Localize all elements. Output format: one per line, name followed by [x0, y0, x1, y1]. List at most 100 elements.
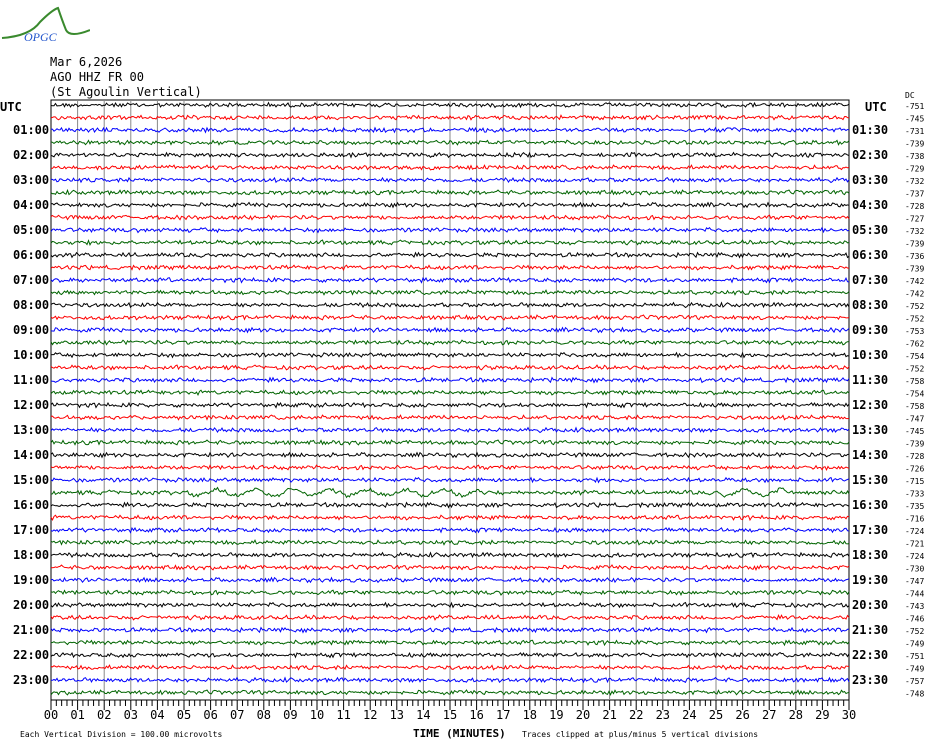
x-tick-label: 28	[789, 708, 803, 722]
dc-offset-label: -757	[905, 677, 924, 686]
right-time-label: 18:30	[852, 548, 888, 562]
x-tick-label: 15	[443, 708, 457, 722]
seismic-trace	[50, 589, 850, 596]
dc-offset-label: -736	[905, 252, 924, 261]
dc-offset-label: -752	[905, 365, 924, 374]
right-time-label: 14:30	[852, 448, 888, 462]
right-time-label: 09:30	[852, 323, 888, 337]
seismic-trace	[50, 339, 850, 346]
x-tick-label: 03	[124, 708, 138, 722]
seismic-trace	[50, 651, 850, 659]
seismic-trace	[50, 314, 850, 321]
dc-offset-label: -731	[905, 127, 924, 136]
dc-offset-label: -747	[905, 415, 924, 424]
scale-note: Each Vertical Division = 100.00 microvol…	[20, 730, 222, 739]
dc-offset-label: -758	[905, 402, 924, 411]
dc-offset-label: -749	[905, 665, 924, 674]
dc-offset-label: -716	[905, 515, 924, 524]
dc-offset-label: -745	[905, 427, 924, 436]
right-time-label: 03:30	[852, 173, 888, 187]
seismic-trace	[50, 351, 850, 359]
dc-offset-label: -749	[905, 640, 924, 649]
right-time-label: 20:30	[852, 598, 888, 612]
dc-offset-label: -746	[905, 615, 924, 624]
x-tick-label: 10	[310, 708, 324, 722]
right-time-label: 02:30	[852, 148, 888, 162]
right-axis-title: UTC	[865, 100, 887, 114]
seismic-trace	[50, 676, 850, 684]
right-time-label: 23:30	[852, 673, 888, 687]
left-time-label: 04:00	[13, 198, 49, 212]
clip-note: Traces clipped at plus/minus 5 vertical …	[522, 730, 758, 739]
seismic-trace	[50, 101, 850, 109]
left-time-label: 08:00	[13, 298, 49, 312]
seismic-trace	[50, 326, 850, 334]
dc-offset-label: -739	[905, 240, 924, 249]
seismic-trace	[50, 414, 850, 421]
right-time-label: 01:30	[852, 123, 888, 137]
x-tick-label: 21	[602, 708, 616, 722]
dc-offset-label: -742	[905, 277, 924, 286]
right-time-label: 15:30	[852, 473, 888, 487]
left-time-label: 19:00	[13, 573, 49, 587]
x-tick-label: 26	[735, 708, 749, 722]
seismic-trace	[50, 501, 850, 509]
seismic-trace	[50, 239, 850, 246]
x-tick-label: 27	[762, 708, 776, 722]
dc-offset-label: -753	[905, 327, 924, 336]
left-time-label: 16:00	[13, 498, 49, 512]
dc-offset-label: -747	[905, 577, 924, 586]
x-tick-label: 05	[177, 708, 191, 722]
dc-offset-label: -732	[905, 227, 924, 236]
x-tick-label: 23	[656, 708, 670, 722]
right-time-label: 21:30	[852, 623, 888, 637]
seismic-trace	[50, 364, 850, 371]
seismic-trace	[50, 551, 850, 559]
right-time-label: 19:30	[852, 573, 888, 587]
seismic-trace	[50, 626, 850, 634]
seismic-trace	[50, 201, 850, 209]
right-time-label: 22:30	[852, 648, 888, 662]
right-time-label: 04:30	[852, 198, 888, 212]
x-tick-label: 11	[336, 708, 350, 722]
right-time-label: 16:30	[852, 498, 888, 512]
right-time-label: 05:30	[852, 223, 888, 237]
x-tick-label: 24	[682, 708, 696, 722]
x-axis-label: TIME (MINUTES)	[413, 727, 506, 740]
left-time-label: 21:00	[13, 623, 49, 637]
right-time-label: 13:30	[852, 423, 888, 437]
x-tick-label: 16	[469, 708, 483, 722]
x-tick-label: 00	[44, 708, 58, 722]
left-time-label: 20:00	[13, 598, 49, 612]
dc-offset-label: -758	[905, 377, 924, 386]
dc-offset-label: -728	[905, 202, 924, 211]
dc-offset-label: -729	[905, 165, 924, 174]
left-time-label: 02:00	[13, 148, 49, 162]
svg-text:OPGC: OPGC	[24, 30, 58, 44]
right-time-label: 08:30	[852, 298, 888, 312]
seismic-trace	[50, 539, 850, 546]
left-time-label: 09:00	[13, 323, 49, 337]
left-axis-title: UTC	[0, 100, 22, 114]
left-time-label: 01:00	[13, 123, 49, 137]
date-label: Mar 6,2026	[50, 55, 123, 69]
seismic-trace	[50, 476, 850, 484]
dc-offset-label: -724	[905, 552, 924, 561]
seismic-trace	[50, 426, 850, 434]
seismic-trace	[50, 401, 850, 409]
dc-offset-label: -727	[905, 215, 924, 224]
dc-offset-label: -762	[905, 340, 924, 349]
seismic-trace	[50, 389, 850, 397]
seismic-trace	[50, 689, 850, 696]
right-time-label: 12:30	[852, 398, 888, 412]
dc-offset-label: -737	[905, 190, 924, 199]
left-time-label: 12:00	[13, 398, 49, 412]
x-tick-label: 30	[842, 708, 856, 722]
dc-offset-label: -743	[905, 602, 924, 611]
right-time-label: 17:30	[852, 523, 888, 537]
x-tick-label: 19	[549, 708, 563, 722]
site-label: (St Agoulin Vertical)	[50, 85, 202, 99]
dc-offset-label: -754	[905, 352, 924, 361]
seismic-trace	[50, 464, 850, 471]
